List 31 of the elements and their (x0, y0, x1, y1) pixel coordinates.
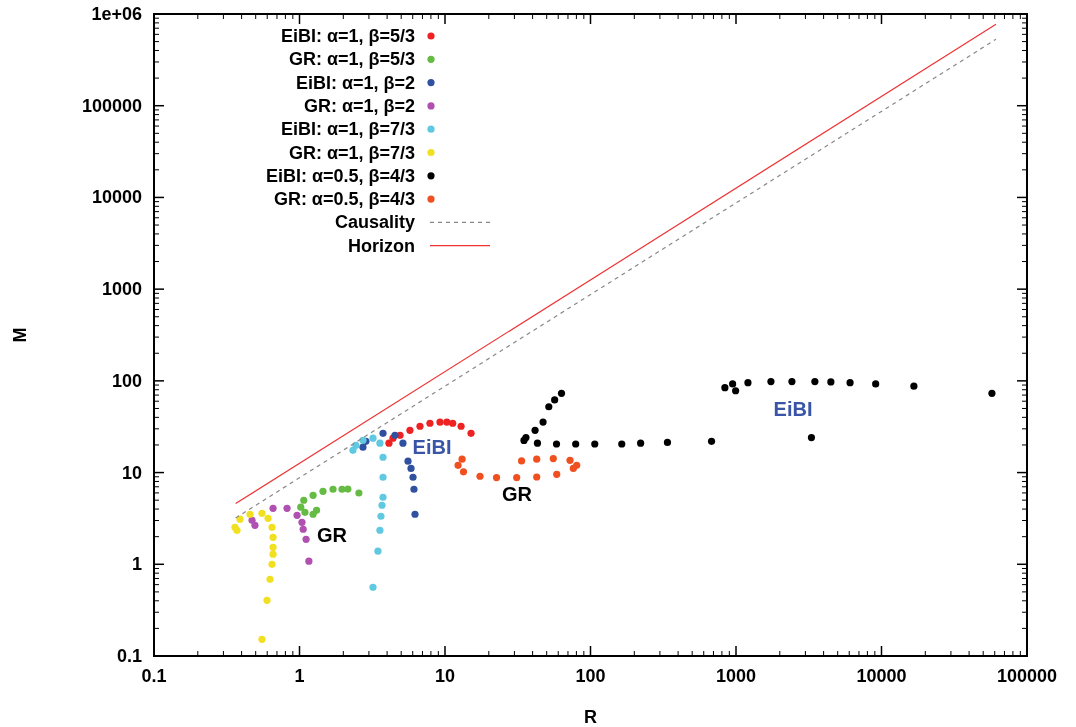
annotation: EiBI (412, 436, 452, 458)
y-axis-title: M (10, 327, 30, 343)
x-tick-label: 100000 (996, 666, 1058, 686)
legend-label: EiBI: α=1, β=2 (295, 72, 415, 93)
legend-label: EiBI: α=0.5, β=4/3 (265, 165, 415, 186)
y-tick-label: 10000 (91, 187, 142, 208)
legend-label: GR: α=0.5, β=4/3 (273, 189, 415, 210)
annotation: EiBI (773, 398, 813, 420)
x-tick-label: 100 (575, 666, 606, 686)
y-tick-label: 1 (131, 554, 142, 575)
y-tick-label: 10 (121, 462, 142, 483)
legend-label: EiBI: α=1, β=7/3 (280, 119, 415, 140)
annotation: GR (317, 524, 348, 546)
x-axis-title: R (584, 707, 597, 727)
x-tick-label: 10000 (856, 666, 907, 686)
y-tick-label: 1e+06 (91, 4, 142, 24)
x-tick-label: 1 (294, 666, 305, 686)
y-tick-label: 100000 (81, 95, 142, 116)
legend-label: GR: α=1, β=5/3 (288, 49, 415, 70)
legend-label: EiBI: α=1, β=5/3 (280, 26, 415, 46)
y-tick-label: 0.1 (116, 646, 142, 666)
x-tick-label: 1000 (715, 666, 757, 686)
x-tick-label: 10 (434, 666, 456, 686)
legend-label: Causality (334, 212, 415, 233)
legend-label: Horizon (348, 235, 415, 256)
annotation: GR (502, 483, 533, 505)
y-tick-label: 1000 (101, 279, 142, 300)
x-tick-label: 0.1 (141, 666, 167, 686)
y-tick-label: 100 (111, 370, 142, 391)
legend-label: GR: α=1, β=7/3 (288, 142, 415, 163)
legend-label: GR: α=1, β=2 (303, 95, 415, 116)
